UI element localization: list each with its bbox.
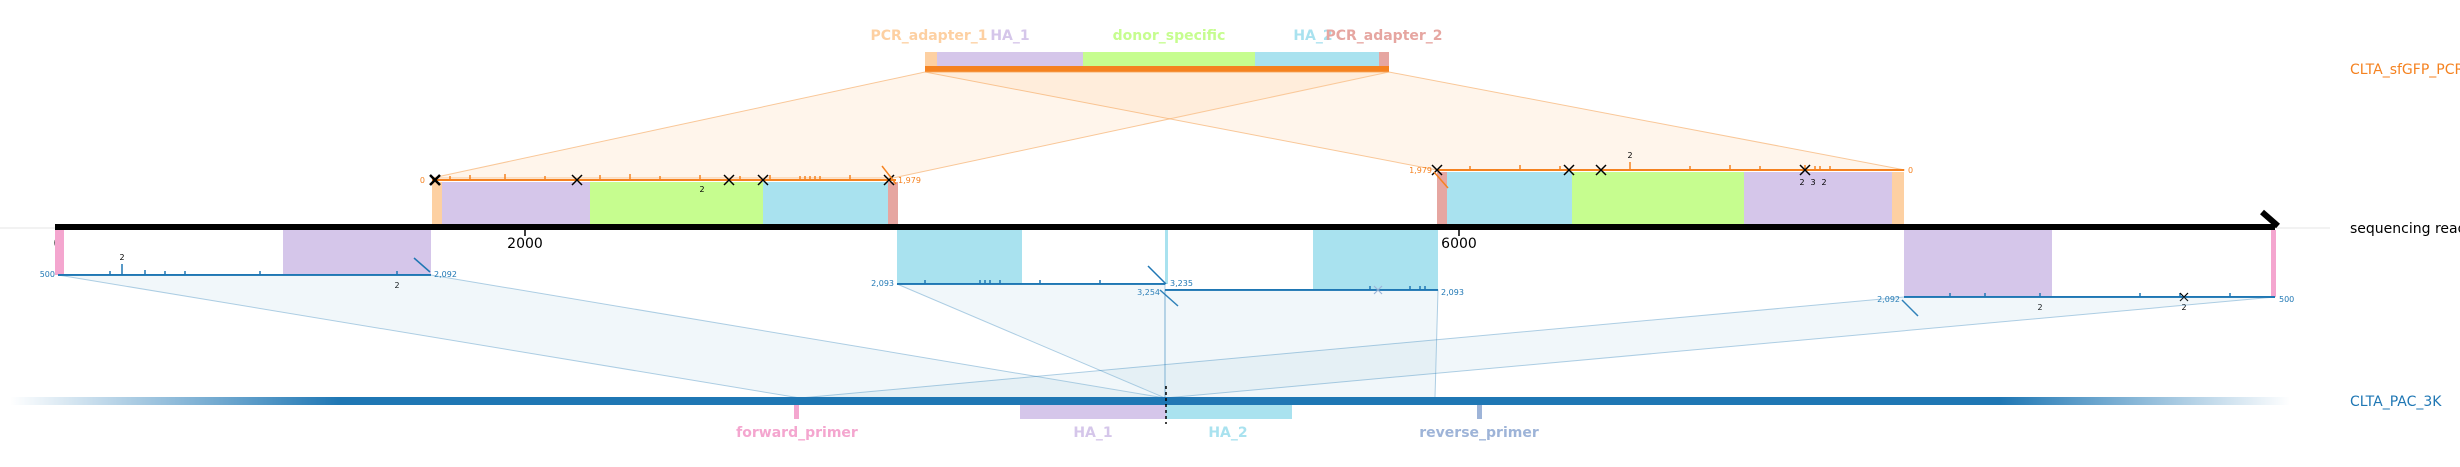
axis-tick-6000: 6000	[1441, 236, 1477, 252]
count-label: 3	[1810, 178, 1815, 187]
top-label-pcr-adapter-2: PCR_adapter_2	[1325, 28, 1442, 44]
top-reference-track: PCR_adapter_1 HA_1 donor_specific HA_2 P…	[870, 28, 2460, 78]
bottom-label-forward-primer: forward_primer	[736, 425, 858, 441]
top-label-donor-specific: donor_specific	[1113, 28, 1226, 44]
bottom-feature-ha-1	[1020, 405, 1166, 419]
bottom-label-reverse-primer: reverse_primer	[1419, 425, 1539, 441]
end-label: 3,235	[1170, 279, 1193, 288]
top-feature-ha-1	[937, 52, 1083, 68]
count-label: 2	[1627, 151, 1632, 160]
count-label: 2	[2037, 303, 2042, 312]
top-track-name: CLTA_sfGFP_PCR	[2350, 62, 2460, 78]
top-reference-line	[925, 66, 1389, 72]
top-feature-donor-specific	[1083, 52, 1255, 68]
lower-alignments: 2 2 2 2 500 2,092 2,093 3,235 3,254 2,09…	[40, 230, 2294, 317]
count-label: 2	[1799, 178, 1804, 187]
count-label: 2	[2181, 303, 2186, 312]
read-bar	[55, 224, 2275, 230]
bottom-feature-ha-2	[1166, 405, 1292, 419]
start-label: 2,093	[871, 279, 894, 288]
top-feature-ha-2	[1255, 52, 1379, 68]
upper-alignment-right: 2 2 3 2 1,979 0	[1409, 151, 1913, 227]
middle-track-name: sequencing read	[2350, 221, 2460, 237]
end-label: 0	[1908, 166, 1913, 175]
upper-alignment-left: 2 0 1,979	[420, 165, 921, 227]
end-label: 1,979	[898, 176, 921, 185]
top-feature-pcr-adapter-2	[1379, 52, 1389, 68]
start-label: 0	[420, 176, 425, 185]
end-label: 2,093	[1441, 288, 1464, 297]
start-label: 500	[40, 270, 55, 279]
top-label-ha-1: HA_1	[990, 28, 1029, 44]
bottom-feature-forward-primer	[794, 405, 799, 419]
top-label-ha-2: HA_2	[1293, 28, 1332, 44]
bottom-track-name: CLTA_PAC_3K	[2350, 394, 2442, 410]
bottom-projections	[57, 274, 2276, 399]
start-label: 1,979	[1409, 166, 1432, 175]
top-feature-pcr-adapter-1	[925, 52, 937, 68]
axis-tick-2000: 2000	[507, 236, 543, 252]
top-label-pcr-adapter-1: PCR_adapter_1	[870, 28, 987, 44]
count-label: 2	[119, 253, 124, 262]
start-label: 3,254	[1137, 288, 1160, 297]
count-label: 2	[394, 281, 399, 290]
end-label: 500	[2279, 295, 2294, 304]
top-projections	[431, 71, 1906, 179]
bottom-label-ha-2: HA_2	[1208, 425, 1247, 441]
count-label: 2	[699, 185, 704, 194]
count-label: 2	[1821, 178, 1826, 187]
start-label: 2,092	[1877, 295, 1900, 304]
bottom-feature-reverse-primer	[1477, 405, 1482, 419]
end-label: 2,092	[434, 270, 457, 279]
bottom-label-ha-1: HA_1	[1073, 425, 1112, 441]
bottom-reference-track: forward_primer HA_1 HA_2 reverse_primer …	[10, 386, 2442, 441]
